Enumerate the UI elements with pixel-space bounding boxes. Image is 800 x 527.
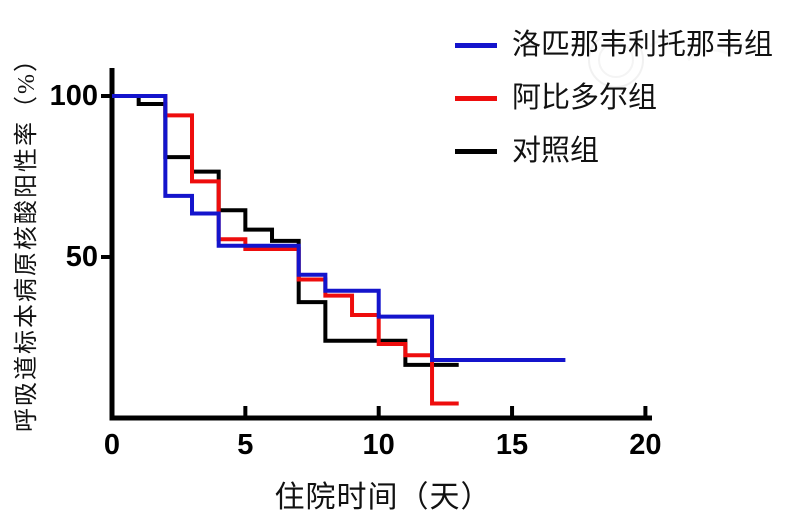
legend-item-0: 洛匹那韦利托那韦组 bbox=[455, 27, 773, 63]
x-tick-label: 10 bbox=[362, 429, 395, 461]
legend-label: 阿比多尔组 bbox=[512, 82, 658, 114]
axes bbox=[109, 68, 652, 421]
series-line-0 bbox=[112, 94, 566, 363]
x-tick-label: 20 bbox=[629, 429, 662, 461]
x-tick-label: 0 bbox=[103, 429, 121, 461]
legend-line-swatch bbox=[455, 95, 497, 101]
legend-item-1: 阿比多尔组 bbox=[455, 80, 773, 116]
x-axis-title: 住院时间（天） bbox=[274, 481, 492, 514]
legend-item-2: 对照组 bbox=[455, 133, 773, 169]
x-tick-label: 15 bbox=[495, 429, 529, 461]
legend-label: 洛匹那韦利托那韦组 bbox=[512, 29, 774, 61]
x-tick-label: 5 bbox=[237, 429, 254, 461]
legend-line-swatch bbox=[455, 42, 497, 48]
y-tick-label: 50 bbox=[65, 241, 98, 273]
y-tick-label: 100 bbox=[49, 80, 98, 112]
legend: 洛匹那韦利托那韦组 阿比多尔组对照组 bbox=[455, 27, 773, 186]
legend-line-swatch bbox=[455, 148, 497, 154]
legend-label: 对照组 bbox=[512, 135, 600, 167]
series-line-1 bbox=[112, 94, 459, 406]
